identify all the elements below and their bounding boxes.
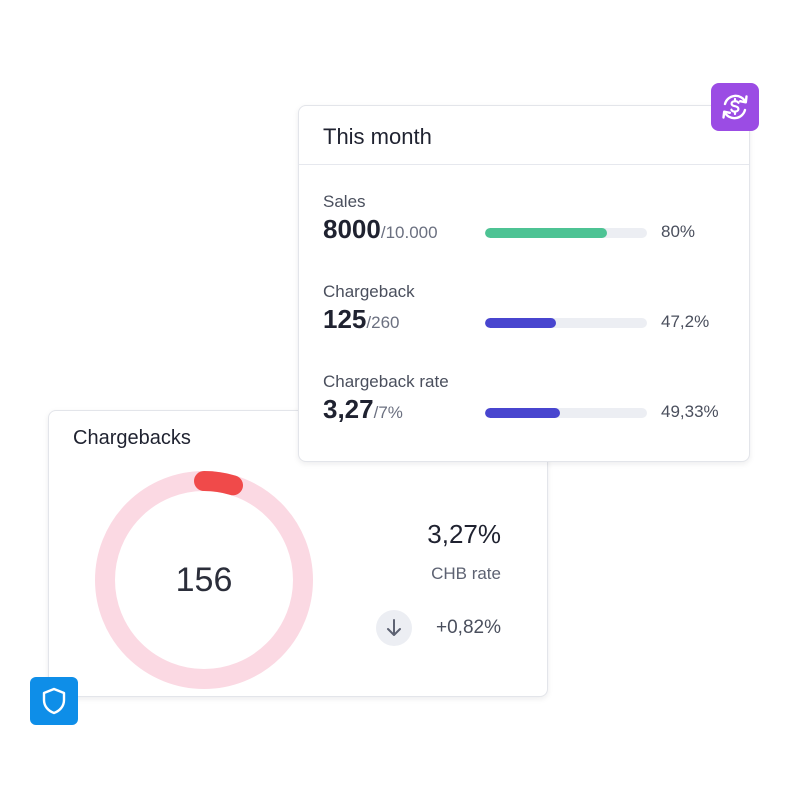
- progress-track: [485, 408, 647, 418]
- donut-highlight-segment: [194, 471, 243, 496]
- progress-track: [485, 318, 647, 328]
- metric-current: 8000: [323, 214, 381, 244]
- metric-percent: 47,2%: [661, 312, 710, 331]
- chb-rate-change: +0,82%: [436, 617, 501, 638]
- chb-rate-label: CHB rate: [431, 564, 501, 583]
- metric-label: Chargeback: [323, 282, 415, 301]
- metric-total: /7%: [373, 403, 403, 422]
- this-month-title: This month: [323, 124, 432, 149]
- metric-value: 8000/10.000: [323, 214, 438, 245]
- metric-sales: Sales 8000/10.000 80%: [323, 192, 725, 272]
- progress-fill: [485, 318, 557, 328]
- metric-value: 125/260: [323, 304, 399, 335]
- progress-fill: [485, 228, 607, 238]
- chargebacks-count: 156: [175, 560, 233, 599]
- metric-current: 3,27: [323, 394, 374, 424]
- progress-track: [485, 228, 647, 238]
- currency-exchange-icon: [711, 83, 759, 131]
- progress-fill: [485, 408, 560, 418]
- metric-total: /260: [366, 313, 400, 332]
- metric-total: /10.000: [380, 223, 438, 242]
- metric-chargeback-rate: Chargeback rate 3,27/7% 49,33%: [323, 372, 725, 452]
- this-month-card: This month Sales 8000/10.000 80% Chargeb…: [298, 105, 750, 462]
- metric-percent: 49,33%: [661, 402, 719, 421]
- chargebacks-donut: [95, 471, 313, 689]
- metric-value: 3,27/7%: [323, 394, 403, 425]
- chargebacks-title: Chargebacks: [73, 427, 191, 449]
- metric-chargeback: Chargeback 125/260 47,2%: [323, 282, 725, 362]
- metric-current: 125: [323, 304, 367, 334]
- shield-icon: [30, 677, 78, 725]
- metric-percent: 80%: [661, 222, 696, 241]
- arrow-down-icon: [376, 610, 412, 646]
- chb-rate-value: 3,27%: [427, 519, 501, 549]
- title-divider: [299, 164, 749, 165]
- metric-label: Sales: [323, 192, 366, 211]
- metric-label: Chargeback rate: [323, 372, 449, 391]
